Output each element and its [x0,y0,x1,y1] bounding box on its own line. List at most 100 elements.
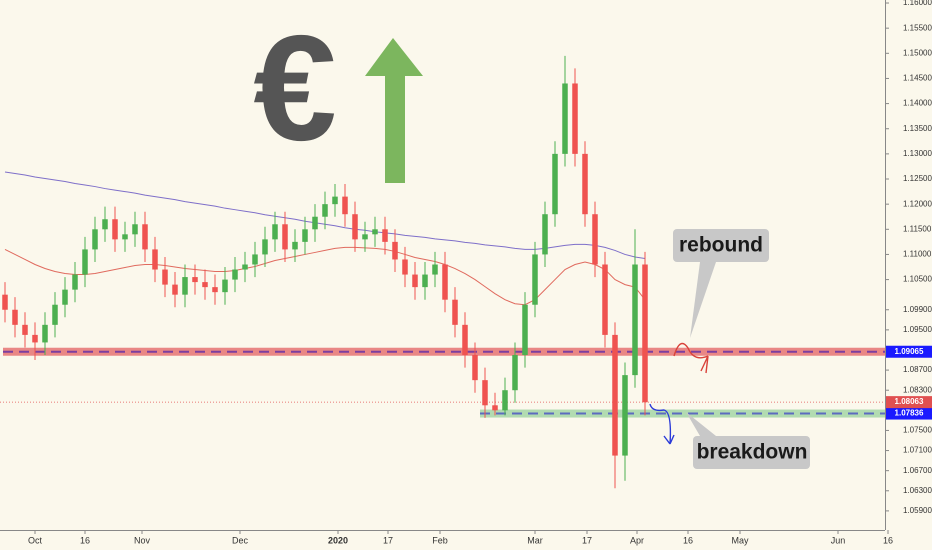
candle-body [612,334,618,456]
y-tick-label: 1.14000 [903,99,932,108]
candle-body [172,284,178,295]
candle-body [592,214,598,265]
candle-body [192,277,198,283]
y-tick-label: 1.13500 [903,124,932,133]
breakdown-arrow [649,403,675,445]
candle-body [362,234,368,240]
candle-body [452,299,458,325]
y-tick-label: 1.06300 [903,486,932,495]
candle-body [52,304,58,325]
y-tick-label: 1.15500 [903,23,932,32]
y-tick-label: 1.05900 [903,506,932,515]
plot [0,55,885,489]
y-tick-label: 1.13000 [903,149,932,158]
candle-body [442,264,448,300]
candle-body [142,224,148,250]
candle-body [12,309,18,325]
candle-body [102,219,108,230]
annotation-box [673,229,769,262]
candle-body [422,274,428,288]
candle-body [32,334,38,343]
y-tick-label: 1.06700 [903,466,932,475]
candle-body [262,239,268,255]
candle-body [322,204,328,217]
candle-body [42,324,48,343]
annotation-box [693,436,810,469]
x-tick-label: Feb [432,535,448,545]
x-tick-label: Mar [527,535,543,545]
candle-body [622,375,628,456]
y-tick-label: 1.07500 [903,426,932,435]
annotation: rebound [679,234,763,257]
x-tick-label: 17 [582,535,592,545]
price-tag-label: 1.09065 [895,347,924,356]
candle-body [92,229,98,250]
candle-body [492,405,498,411]
rebound-arrow [673,342,709,374]
y-tick-label: 1.08700 [903,365,932,374]
candle-body [82,249,88,275]
callout-tail [690,262,716,338]
candle-body [162,269,168,285]
candle-body [632,264,638,376]
moving-average [4,246,646,306]
y-tick-label: 1.09500 [903,325,932,334]
x-tick-label: 17 [383,535,393,545]
candle-body [542,214,548,255]
y-tick-label: 1.15000 [903,48,932,57]
candle-body [282,224,288,250]
candle-body [382,229,388,242]
x-tick-label: 16 [683,535,693,545]
candle-body [332,196,338,205]
x-tick-label: Nov [134,535,151,545]
price-tag-label: 1.08063 [895,397,924,406]
candle-body [552,153,558,215]
candle-body [412,274,418,288]
price-tag-label: 1.07836 [895,409,924,418]
candle-body [372,229,378,235]
candle-body [112,219,118,240]
y-tick-label: 1.11500 [903,224,932,233]
y-tick-label: 1.12000 [903,199,932,208]
candle-body [582,153,588,215]
candle-body [352,214,358,240]
y-tick-label: 1.11000 [903,250,932,259]
x-tick-label: Dec [232,535,249,545]
candle-body [202,282,208,288]
y-tick-label: 1.09900 [903,305,932,314]
candle-body [462,324,468,356]
euro-symbol: € [253,4,336,172]
callout-tail [686,412,716,436]
y-tick-label: 1.08300 [903,385,932,394]
candle-body [512,355,518,391]
candle-body [62,289,68,305]
candle-body [602,264,608,335]
up-arrow [365,38,423,183]
candle-body [522,304,528,356]
x-tick-label: Jun [831,535,846,545]
candle-body [132,224,138,235]
candle-body [502,390,508,411]
x-tick-label: 16 [883,535,893,545]
candle-body [392,241,398,260]
x-tick-label: 16 [80,535,90,545]
candle-body [532,254,538,305]
candle-body [242,264,248,270]
price-tag [886,345,932,358]
x-tick-label: Oct [28,535,43,545]
candle-body [472,355,478,381]
candle-body [152,249,158,270]
price-tag [886,407,932,420]
x-tick-label: May [731,535,749,545]
candle-body [2,294,8,310]
x-tick-label: 2020 [328,535,348,545]
level-band [480,409,885,418]
candle-body [182,277,188,295]
candle-body [342,196,348,215]
price-tag [886,396,932,409]
candle-body [72,274,78,290]
candle-body [232,269,238,280]
candle-body [482,380,488,406]
candle-body [572,83,578,154]
